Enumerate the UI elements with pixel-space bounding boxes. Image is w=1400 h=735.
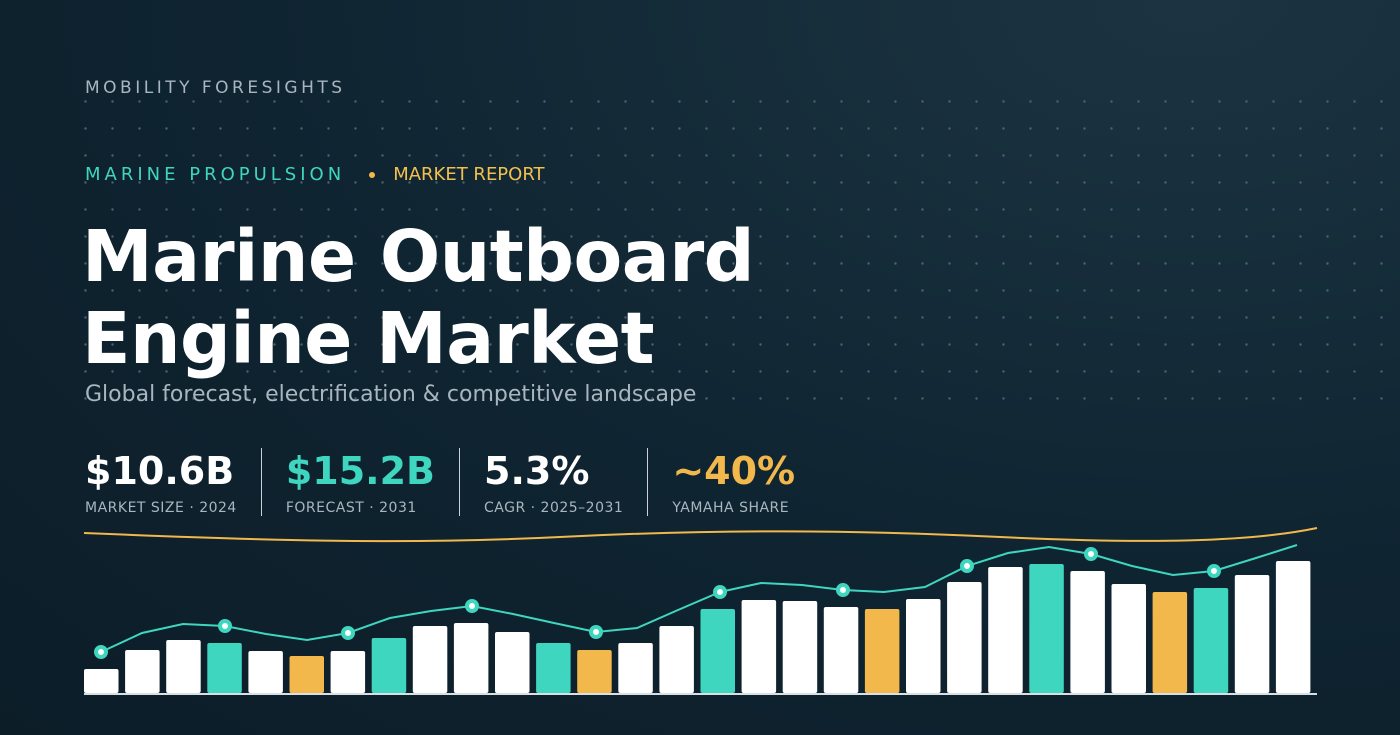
stat-value: 5.3% (484, 449, 590, 493)
deco-bar (823, 607, 859, 693)
deco-bar (947, 582, 982, 693)
deco-bar (741, 600, 777, 693)
deco-bar (1234, 575, 1270, 693)
trend-nodes (94, 547, 1221, 659)
stat: ~40% YAMAHA SHARE (672, 448, 819, 516)
deco-bar (166, 640, 201, 693)
deco-bar (577, 650, 612, 693)
deco-bar (1111, 584, 1146, 693)
stat: $10.6B MARKET SIZE · 2024 (85, 448, 262, 516)
deco-bar (1029, 564, 1064, 693)
deco-bar (84, 669, 119, 693)
deco-bar (864, 609, 900, 693)
subtitle: Global forecast, electrification & compe… (85, 382, 697, 407)
tag-separator (369, 171, 376, 178)
title: Marine Outboard Engine Market (82, 215, 755, 380)
trend-node (218, 619, 232, 633)
deco-bar (618, 643, 653, 693)
deco-bar (371, 638, 407, 693)
deco-bar (988, 567, 1023, 693)
tag: MARKET REPORT (393, 164, 545, 185)
stat-label: CAGR · 2025–2031 (484, 500, 624, 516)
trend-node (1207, 564, 1221, 578)
dot-grid (84, 100, 1400, 410)
trend-node (836, 583, 850, 597)
stat: 5.3% CAGR · 2025–2031 (484, 448, 649, 516)
trend-node (94, 645, 108, 659)
stat-value: $10.6B (85, 449, 235, 493)
deco-bar (782, 601, 818, 693)
trend-line (100, 544, 1298, 653)
stat-value: $15.2B (285, 449, 436, 493)
deco-bar (536, 643, 571, 693)
tags: MARINE PROPULSION MARKET REPORT (85, 164, 545, 185)
deco-bar (1070, 571, 1105, 693)
deco-bar (289, 656, 324, 693)
trend-node (465, 599, 479, 613)
stat-label: FORECAST · 2031 (285, 500, 417, 516)
trend-node (589, 625, 603, 639)
stat-value: ~40% (672, 449, 796, 493)
trend-node (960, 559, 974, 573)
stats: $10.6B MARKET SIZE · 2024 $15.2B FORECAST ·… (85, 448, 843, 516)
trend-node (1084, 547, 1098, 561)
bars (84, 561, 1311, 693)
deco-bar (495, 632, 530, 693)
title-line: Marine Outboard (82, 215, 755, 298)
wave-line (83, 527, 1318, 543)
trend-node (713, 585, 727, 599)
title-line: Engine Market (82, 297, 655, 380)
trend-node (341, 626, 355, 640)
deco-bar (1193, 588, 1229, 693)
brand: MOBILITY FORESIGHTS (85, 78, 346, 98)
deco-bar (412, 626, 448, 693)
deco-bar (248, 651, 283, 693)
deco-bar (906, 599, 941, 693)
deco-bar (125, 650, 160, 693)
deco-bar (453, 623, 489, 693)
stat-label: MARKET SIZE · 2024 (85, 500, 237, 516)
deco-bar (700, 609, 735, 693)
tag: MARINE PROPULSION (85, 164, 346, 185)
deco-bar (330, 651, 366, 693)
deco-bar (1275, 561, 1311, 693)
deco-bar (1152, 592, 1188, 693)
deco-bar (207, 643, 242, 693)
deco-bar (659, 626, 694, 693)
stat: $15.2B FORECAST · 2031 (285, 448, 461, 516)
stat-label: YAMAHA SHARE (672, 500, 790, 516)
